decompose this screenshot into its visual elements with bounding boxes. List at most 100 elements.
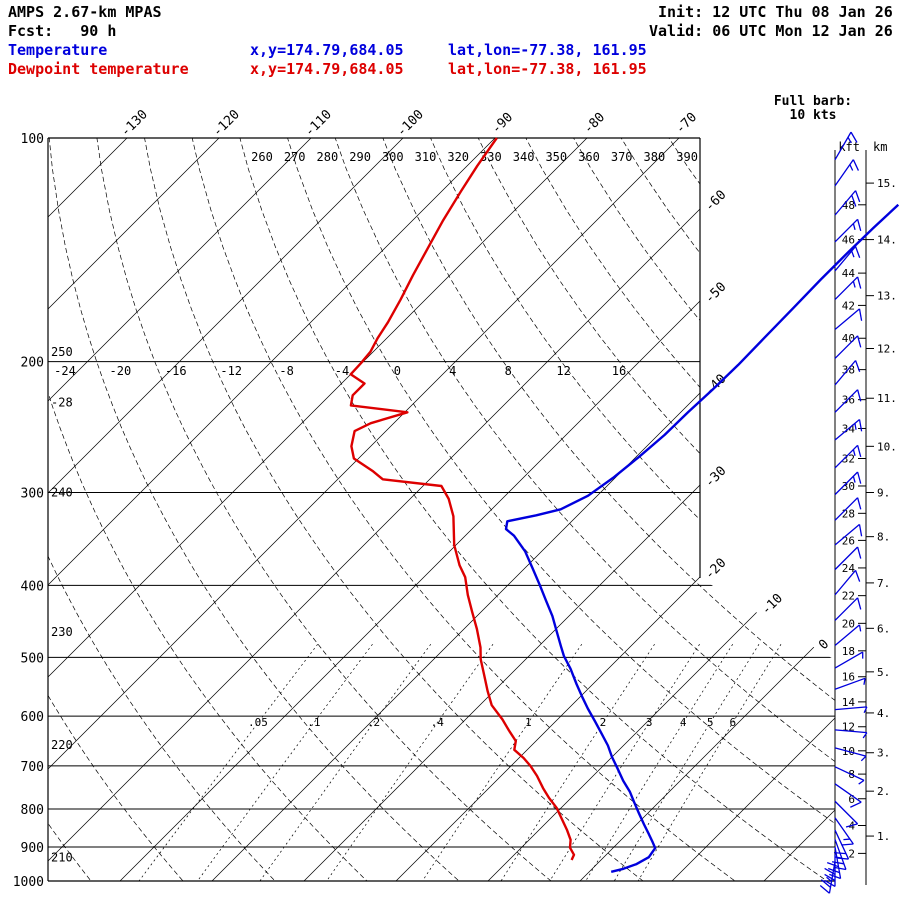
svg-text:.2: .2 bbox=[367, 716, 380, 729]
svg-text:230: 230 bbox=[51, 625, 73, 639]
svg-text:-130: -130 bbox=[118, 107, 151, 140]
svg-text:250: 250 bbox=[51, 345, 73, 359]
svg-text:700: 700 bbox=[21, 760, 44, 775]
svg-text:-12: -12 bbox=[220, 364, 242, 378]
svg-text:210: 210 bbox=[51, 851, 73, 865]
svg-text:2.: 2. bbox=[877, 785, 890, 798]
svg-text:310: 310 bbox=[415, 150, 437, 164]
svg-text:1000: 1000 bbox=[13, 875, 44, 890]
full-barb-legend: Full barb: 10 kts bbox=[758, 95, 868, 123]
svg-text:7.: 7. bbox=[877, 577, 890, 590]
full-barb-line2: 10 kts bbox=[789, 108, 837, 123]
svg-text:28: 28 bbox=[842, 507, 855, 520]
svg-text:-50: -50 bbox=[702, 280, 729, 307]
svg-text:-28: -28 bbox=[51, 396, 73, 410]
svg-text:-30: -30 bbox=[702, 464, 729, 491]
svg-text:-90: -90 bbox=[489, 110, 516, 137]
svg-text:42: 42 bbox=[842, 299, 855, 312]
svg-text:.05: .05 bbox=[248, 716, 268, 729]
svg-text:44: 44 bbox=[842, 267, 856, 280]
svg-text:5: 5 bbox=[707, 716, 714, 729]
svg-text:12: 12 bbox=[556, 364, 570, 378]
svg-text:-8: -8 bbox=[279, 364, 293, 378]
svg-text:6.: 6. bbox=[877, 622, 890, 635]
dewpoint-xy: x,y=174.79,684.05 bbox=[250, 60, 404, 78]
svg-text:-110: -110 bbox=[302, 107, 335, 140]
svg-text:0: 0 bbox=[816, 637, 832, 653]
svg-text:32: 32 bbox=[842, 453, 855, 466]
svg-text:5.: 5. bbox=[877, 666, 890, 679]
svg-text:26: 26 bbox=[842, 534, 855, 547]
svg-text:48: 48 bbox=[842, 199, 855, 212]
svg-text:3.: 3. bbox=[877, 747, 890, 760]
svg-text:300: 300 bbox=[382, 150, 404, 164]
svg-text:3: 3 bbox=[646, 716, 653, 729]
svg-text:380: 380 bbox=[644, 150, 666, 164]
svg-text:4: 4 bbox=[449, 364, 456, 378]
dewpoint-legend-label: Dewpoint temperature bbox=[8, 60, 189, 78]
svg-text:270: 270 bbox=[284, 150, 306, 164]
svg-text:800: 800 bbox=[21, 803, 44, 818]
svg-text:36: 36 bbox=[842, 394, 855, 407]
svg-text:6: 6 bbox=[729, 716, 736, 729]
svg-text:4: 4 bbox=[680, 716, 687, 729]
svg-text:9.: 9. bbox=[877, 487, 890, 500]
svg-text:46: 46 bbox=[842, 234, 855, 247]
svg-text:.1: .1 bbox=[307, 716, 320, 729]
svg-text:24: 24 bbox=[842, 562, 856, 575]
init-time: Init: 12 UTC Thu 08 Jan 26 bbox=[658, 3, 893, 21]
svg-text:-120: -120 bbox=[210, 107, 243, 140]
svg-text:-60: -60 bbox=[702, 188, 729, 215]
svg-text:14: 14 bbox=[842, 696, 856, 709]
svg-text:320: 320 bbox=[447, 150, 469, 164]
svg-text:8.: 8. bbox=[877, 531, 890, 544]
svg-text:2: 2 bbox=[600, 716, 607, 729]
svg-text:8: 8 bbox=[505, 364, 512, 378]
svg-text:0: 0 bbox=[394, 364, 401, 378]
svg-text:220: 220 bbox=[51, 738, 73, 752]
temperature-latlon: lat,lon=-77.38, 161.95 bbox=[448, 41, 647, 59]
svg-text:1.: 1. bbox=[877, 830, 890, 843]
svg-text:240: 240 bbox=[51, 486, 73, 500]
svg-text:12.: 12. bbox=[877, 342, 897, 355]
svg-text:40: 40 bbox=[842, 332, 855, 345]
temperature-curve bbox=[504, 203, 900, 873]
svg-text:-70: -70 bbox=[673, 110, 700, 137]
dewpoint-curve bbox=[349, 137, 576, 861]
background-grid bbox=[48, 138, 835, 881]
svg-text:200: 200 bbox=[21, 356, 44, 371]
altitude-scale: kftkm48464442403836343230282624222018161… bbox=[838, 140, 897, 860]
temperature-legend-label: Temperature bbox=[8, 41, 108, 59]
svg-text:4.: 4. bbox=[877, 707, 890, 720]
svg-text:.4: .4 bbox=[431, 716, 445, 729]
svg-text:350: 350 bbox=[545, 150, 567, 164]
svg-text:16: 16 bbox=[842, 671, 855, 684]
svg-text:600: 600 bbox=[21, 710, 44, 725]
forecast-hour: Fcst: 90 h bbox=[8, 22, 117, 40]
svg-text:280: 280 bbox=[317, 150, 339, 164]
svg-text:-24: -24 bbox=[54, 364, 76, 378]
full-barb-line1: Full barb: bbox=[773, 94, 853, 109]
valid-time: Valid: 06 UTC Mon 12 Jan 26 bbox=[649, 22, 893, 40]
svg-text:-10: -10 bbox=[759, 591, 786, 618]
svg-text:900: 900 bbox=[21, 841, 44, 856]
svg-text:400: 400 bbox=[21, 579, 44, 594]
svg-text:-20: -20 bbox=[110, 364, 132, 378]
svg-text:260: 260 bbox=[251, 150, 273, 164]
svg-text:-80: -80 bbox=[581, 110, 608, 137]
temperature-xy: x,y=174.79,684.05 bbox=[250, 41, 404, 59]
svg-text:15.: 15. bbox=[877, 177, 897, 190]
svg-text:340: 340 bbox=[513, 150, 535, 164]
svg-text:-4: -4 bbox=[335, 364, 349, 378]
svg-text:360: 360 bbox=[578, 150, 600, 164]
svg-text:-16: -16 bbox=[165, 364, 187, 378]
svg-text:11.: 11. bbox=[877, 392, 897, 405]
svg-text:370: 370 bbox=[611, 150, 633, 164]
svg-text:22: 22 bbox=[842, 590, 855, 603]
wind-barbs bbox=[819, 131, 868, 894]
dewpoint-latlon: lat,lon=-77.38, 161.95 bbox=[448, 60, 647, 78]
svg-text:30: 30 bbox=[842, 480, 855, 493]
model-title: AMPS 2.67-km MPAS bbox=[8, 3, 162, 21]
